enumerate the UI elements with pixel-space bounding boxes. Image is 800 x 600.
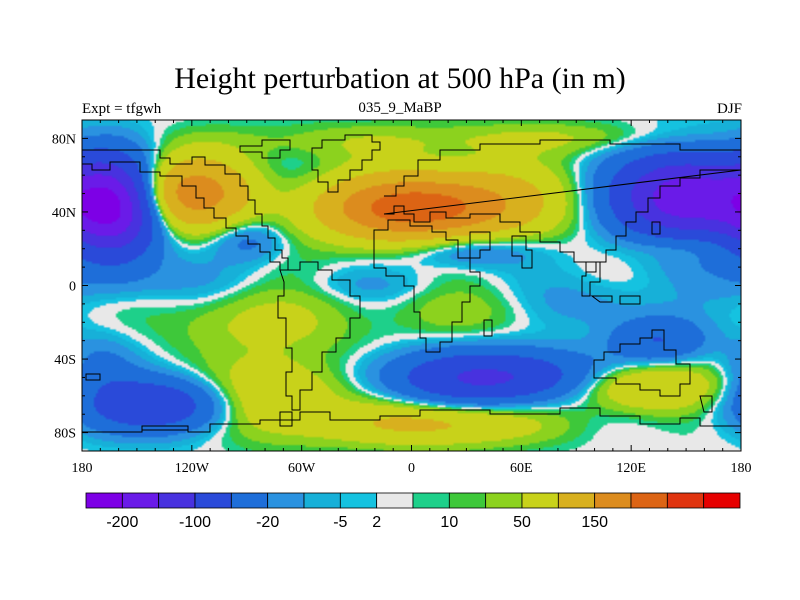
coastline-arctic-islands <box>239 139 291 159</box>
colorbar-box <box>121 492 160 509</box>
colorbar-box <box>85 492 123 509</box>
coastline-south-pacific-island <box>85 373 101 381</box>
x-axis: 180 120W 60W 0 60E 120E 180 <box>72 120 752 476</box>
coastlines <box>82 134 741 433</box>
x-tick-label: 180 <box>731 461 752 476</box>
colorbar-box <box>158 492 196 509</box>
colorbar-label: -200 <box>106 514 138 531</box>
colorbar-label: -100 <box>179 514 211 531</box>
coastline-new-zealand <box>699 395 713 413</box>
x-tick-label: 0 <box>408 461 415 476</box>
colorbar-box <box>230 492 269 509</box>
colorbar-box <box>630 492 668 509</box>
y-tick-label: 40N <box>52 206 76 221</box>
colorbar-box <box>339 492 378 509</box>
coastline-south-asia <box>469 231 601 297</box>
colorbar-box <box>194 492 232 509</box>
coastline-antarctic-peninsula <box>279 411 293 427</box>
colorbar-box <box>703 492 741 509</box>
x-tick-label: 120W <box>175 461 210 476</box>
coastline-japan <box>651 221 661 235</box>
colorbar-box <box>448 492 487 509</box>
coastline-indonesia <box>590 295 641 305</box>
coastline-antarctica <box>82 407 741 433</box>
coastline-madagascar <box>483 319 493 337</box>
y-tick-label: 80S <box>54 427 76 442</box>
colorbar-box <box>485 492 523 509</box>
colorbar-label: 2 <box>372 514 381 531</box>
coastline-australia <box>593 329 691 397</box>
colorbar-label: -5 <box>333 514 347 531</box>
colorbar-box <box>521 492 559 509</box>
coastline-eurasia <box>383 139 741 273</box>
x-tick-label: 60W <box>288 461 316 476</box>
coastline-africa <box>373 219 481 353</box>
coastline-south-america <box>277 261 361 411</box>
colorbar-box <box>557 492 596 509</box>
colorbar-box <box>666 492 705 509</box>
colorbar-box <box>303 492 341 509</box>
y-tick-label: 0 <box>69 280 76 295</box>
coastline-north-america <box>82 149 289 271</box>
y-axis: 80N 40N 0 40S 80S <box>52 132 741 442</box>
coastline-greenland <box>311 134 381 193</box>
colorbar: -200 -100 -20 -5 2 10 50 150 <box>85 492 741 531</box>
colorbar-label: 10 <box>440 514 458 531</box>
colorbar-label: -20 <box>256 514 279 531</box>
case-label: 035_9_MaBP <box>358 100 442 116</box>
experiment-label: Expt = tfgwh <box>82 101 162 117</box>
x-tick-label: 180 <box>72 461 93 476</box>
y-tick-label: 40S <box>54 353 76 368</box>
colorbar-box <box>594 492 632 509</box>
season-label: DJF <box>716 101 742 117</box>
colorbar-box <box>412 492 450 509</box>
colorbar-label: 50 <box>513 514 531 531</box>
colorbar-label: 150 <box>581 514 608 531</box>
x-tick-label: 60E <box>510 461 533 476</box>
x-tick-label: 120E <box>616 461 646 476</box>
chart-title: Height perturbation at 500 hPa (in m) <box>174 62 626 95</box>
y-tick-label: 80N <box>52 132 76 147</box>
coastline-ice-shelf <box>141 425 189 431</box>
colorbar-box <box>267 492 305 509</box>
colorbar-box <box>376 492 414 509</box>
